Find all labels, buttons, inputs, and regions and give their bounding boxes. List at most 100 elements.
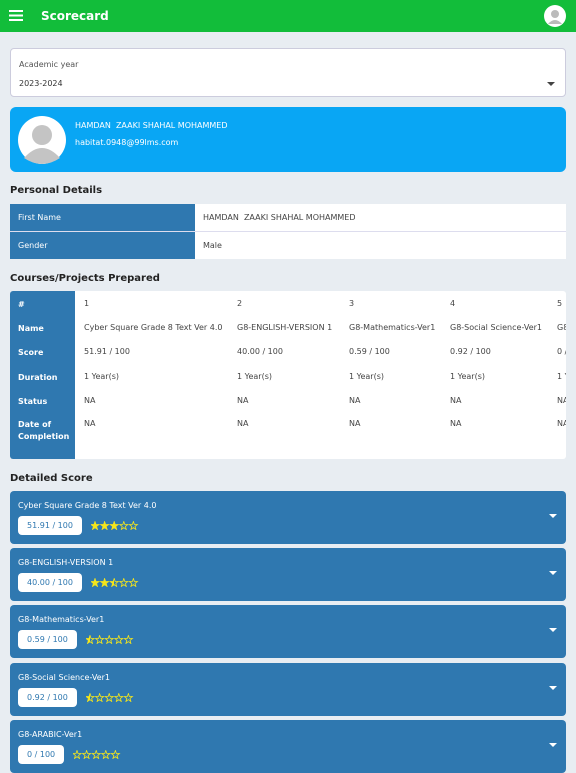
star [128,521,139,530]
score-card[interactable]: G8-ARABIC-Ver1 0 / 100 [10,719,566,773]
score-pill: 0.92 / 100 [18,687,77,707]
score-row: 0.59 / 100 [18,630,136,650]
star [123,635,134,645]
table-cell: G8-ENGLISH-VERSION 1 [237,323,333,332]
app-bar: Scorecard [0,0,576,32]
expand-chevron [549,571,557,576]
user-avatar[interactable] [544,5,566,27]
score-card[interactable]: Cyber Square Grade 8 Text Ver 4.0 51.91 /… [10,491,566,544]
profile-name: HAMDAN ZAAKI SHAHAL MOHAMMED [75,121,228,130]
rating-stars [90,521,139,530]
table-cell: NA [349,396,361,405]
table-cell: G8-ARABIC-Ver1 [557,323,566,332]
table-cell: NA [349,419,361,428]
table-cell: 2 [237,299,243,308]
header-label: Score [18,348,44,357]
dropdown-arrow [547,82,555,86]
star [128,578,139,588]
course-name: Cyber Square Grade 8 Text Ver 4.0 [18,501,157,510]
table-cell: NA [84,396,96,405]
star [110,749,121,759]
star [90,578,101,588]
table-cell: 5 [557,299,563,308]
score-card[interactable]: G8-ENGLISH-VERSION 1 40.00 / 100 [10,548,566,602]
star [99,578,110,588]
score-pill: 40.00 / 100 [18,573,82,593]
score-card[interactable]: G8-Mathematics-Ver1 0.59 / 100 [10,605,566,659]
star [113,635,124,645]
row-value: HAMDAN ZAAKI SHAHAL MOHAMMED [203,213,356,222]
score-pill: 0.59 / 100 [18,630,77,650]
profile-card: HAMDAN ZAAKI SHAHAL MOHAMMED habitat.094… [10,107,566,172]
star [113,692,124,702]
star [94,635,105,645]
row-label: Gender [10,232,195,259]
star [85,635,96,645]
star [103,635,115,645]
table-cell: 0 / 100 [557,347,566,356]
table-cell: 1 Year(s) [237,372,272,381]
profile-avatar [18,116,66,164]
table-cell: 1 Year(s) [450,372,485,381]
star [100,749,112,759]
table-cell: 0.92 / 100 [450,347,491,356]
table-cell: NA [557,396,566,405]
score-row: 0 / 100 [18,744,123,764]
star [85,692,96,702]
table-cell: NA [450,419,462,428]
select-label: Academic year [19,60,79,69]
course-name: G8-Mathematics-Ver1 [18,615,105,625]
personal-details-table: First Name HAMDAN ZAAKI SHAHAL MOHAMMED Ge… [10,204,566,259]
section-title: Courses/Projects Prepared [10,273,160,284]
score-row: 40.00 / 100 [18,573,141,593]
profile-email: habitat.0948@99lms.com [75,138,179,147]
expand-chevron [549,685,557,690]
star [103,692,115,702]
course-name: G8-Social Science-Ver1 [18,672,111,682]
row-value: Male [203,241,222,250]
row-label: First Name [10,204,195,231]
table-cell: 1 Year(s) [84,372,119,381]
table-cell: 0.59 / 100 [349,347,390,356]
select-value: 2023-2024 [19,79,63,88]
table-cell: 1 Year(s) [557,372,566,381]
table-cell: 40.00 / 100 [237,347,283,356]
table-cell: G8-Social Science-Ver1 [450,323,543,332]
table-cell: NA [450,396,462,405]
header-label: Date of Completion [18,420,70,441]
table-cell: NA [557,419,566,428]
section-title: Detailed Score [10,473,93,484]
rating-stars [90,578,139,588]
table-cell: 51.91 / 100 [84,347,130,356]
star [123,692,134,702]
app-title: Scorecard [41,9,109,23]
table-cell: 3 [349,299,355,308]
header-label: Name [18,324,44,333]
star [81,749,92,759]
table-cell: 4 [450,299,456,308]
table-cell: NA [237,396,249,405]
score-card[interactable]: G8-Social Science-Ver1 0.92 / 100 [10,662,566,716]
rating-stars [85,635,134,645]
star [91,749,102,759]
score-pill: 0 / 100 [18,744,65,764]
rating-stars [73,749,121,759]
star [118,521,129,530]
star [109,521,120,530]
row-divider [10,231,566,232]
table-cell: 1 Year(s) [349,372,384,381]
menu-button[interactable] [9,10,23,21]
score-pill: 51.91 / 100 [18,516,82,535]
score-row: 0.92 / 100 [18,687,136,707]
course-name: G8-ARABIC-Ver1 [18,729,83,739]
star [118,578,129,588]
expand-chevron [549,514,557,518]
star [90,521,101,530]
header-label: Duration [18,373,58,382]
star [94,692,105,702]
academic-year-select[interactable]: Academic year 2023-2024 [10,48,566,97]
header-column [10,291,75,459]
table-cell: 1 [84,299,90,308]
course-name: G8-ENGLISH-VERSION 1 [18,558,114,568]
